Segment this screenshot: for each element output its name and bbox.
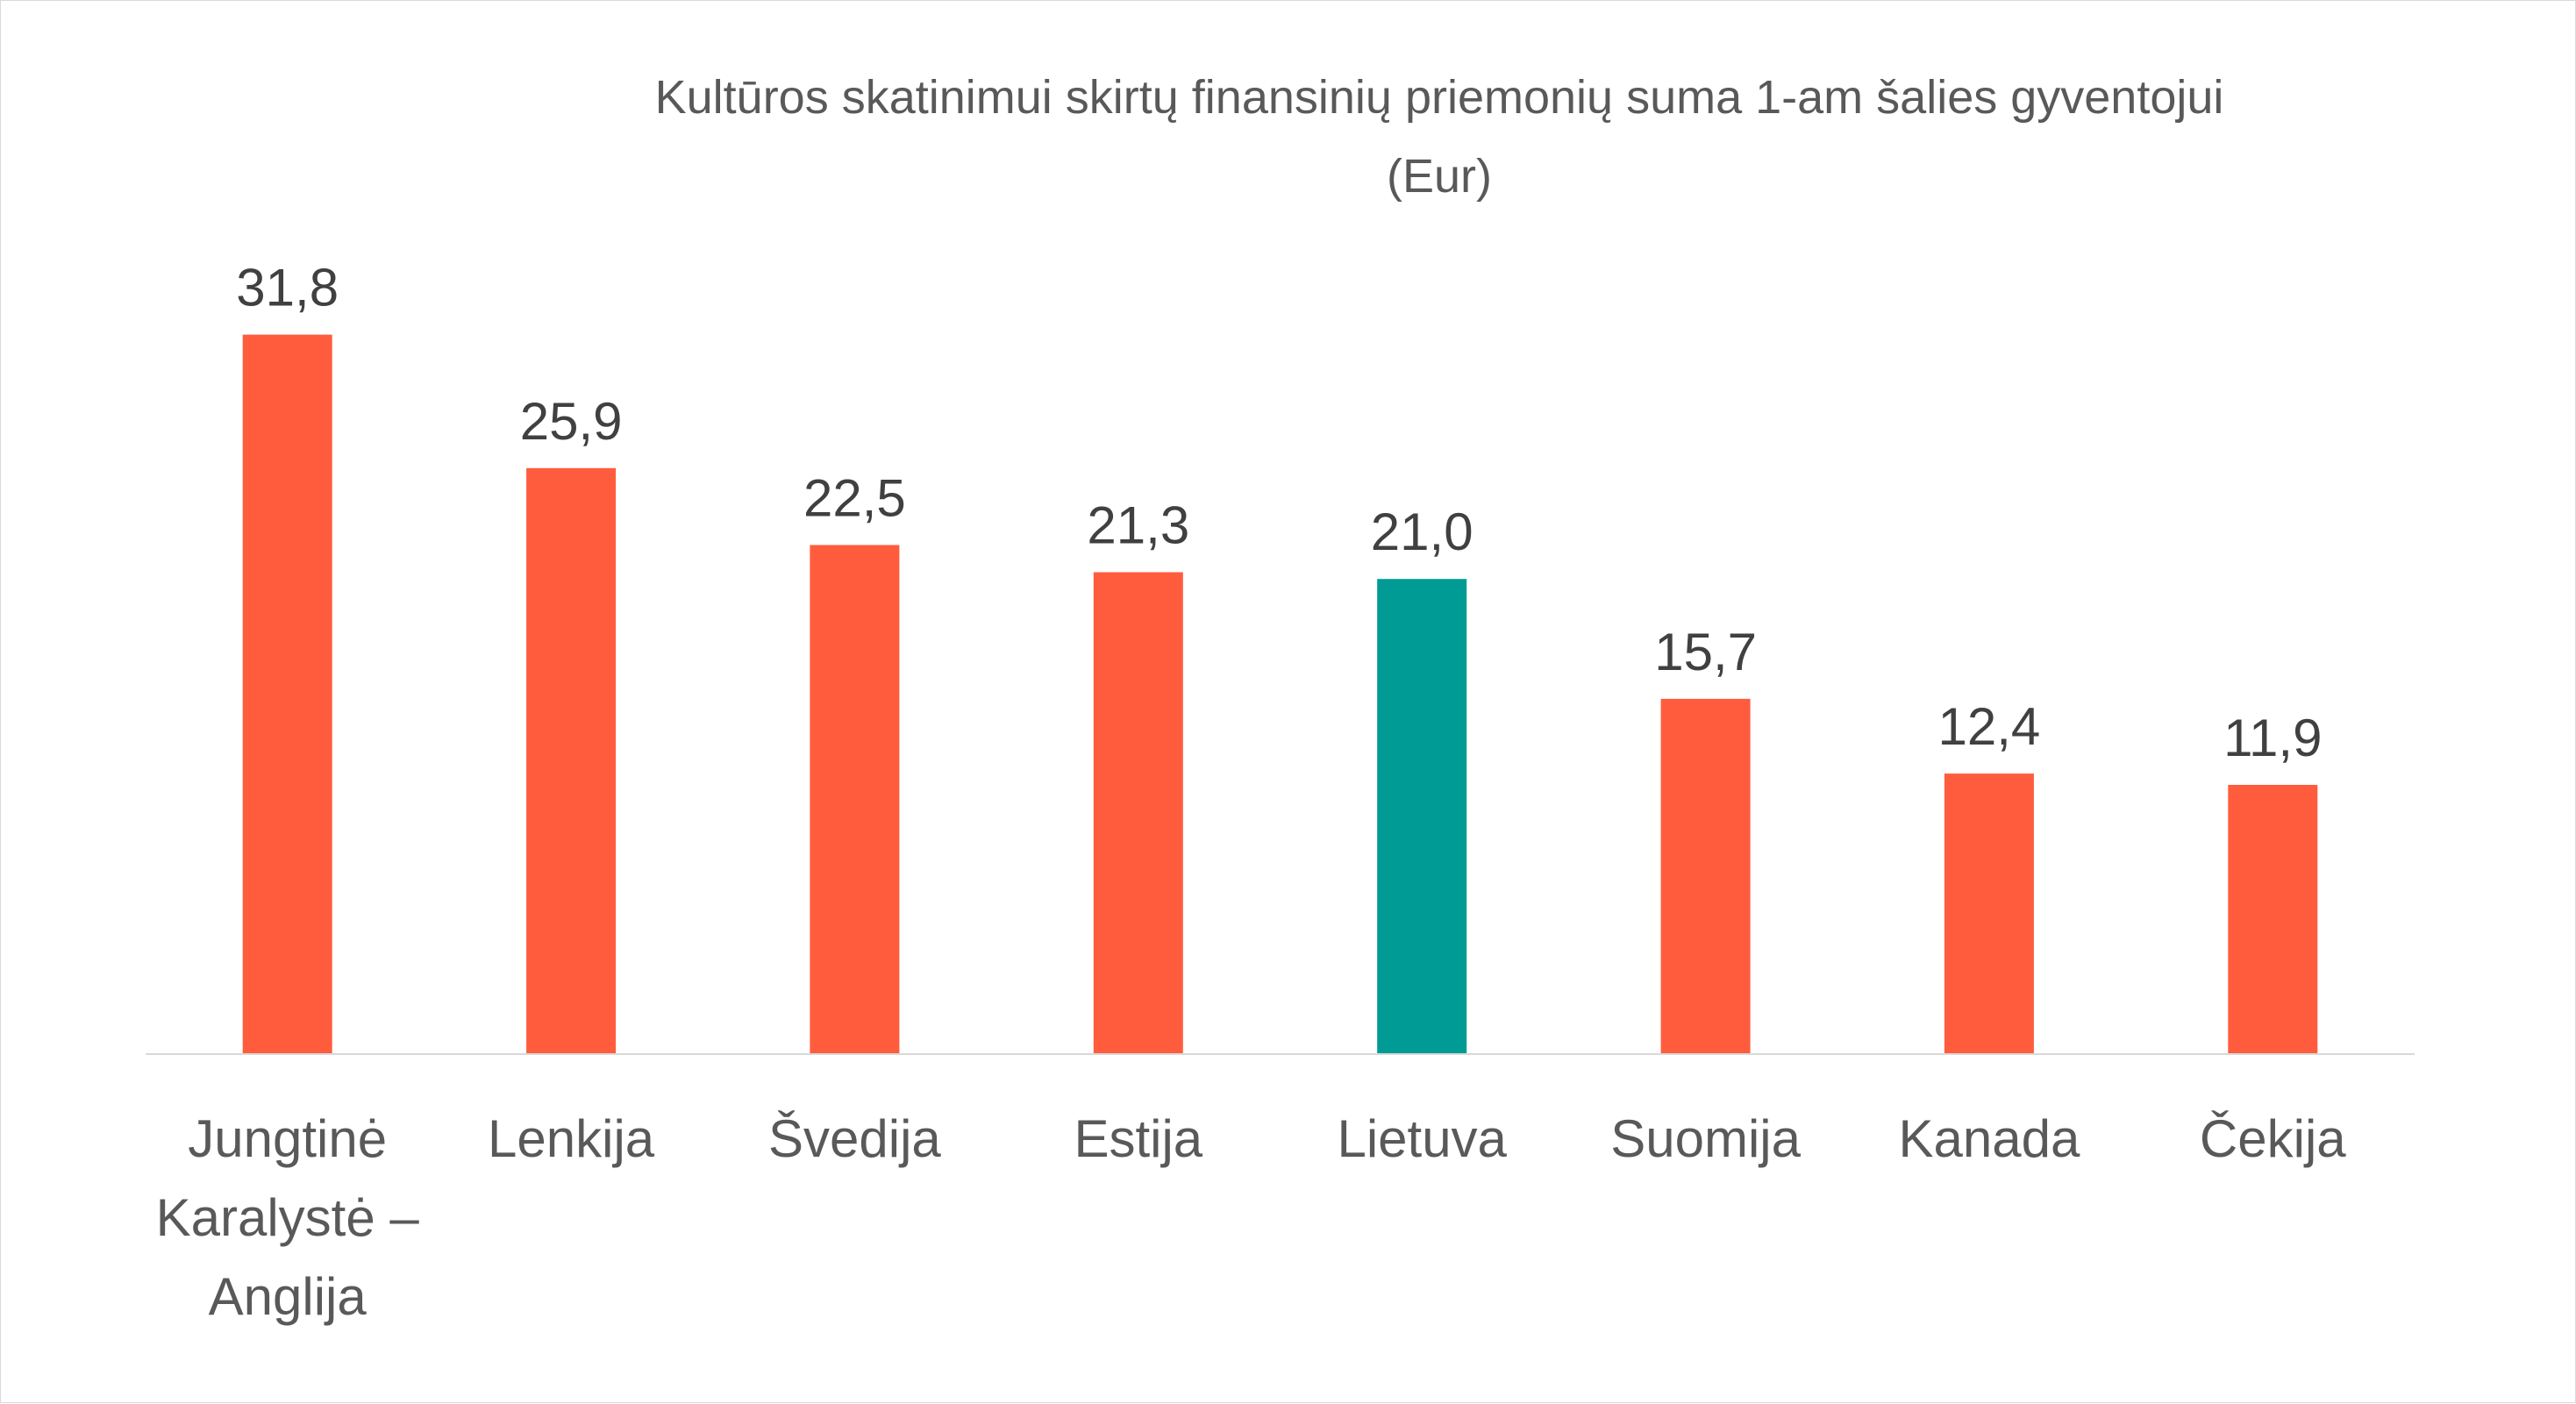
bar-7 xyxy=(2228,785,2318,1054)
category-label-line: Anglija xyxy=(209,1267,367,1326)
value-label-5: 15,7 xyxy=(1654,623,1757,681)
value-label-1: 25,9 xyxy=(520,392,623,451)
category-labels-group: Jungtinė Karalystė – Anglija Lenkija Švedija… xyxy=(156,1109,2347,1326)
value-label-7: 11,9 xyxy=(2223,709,2322,767)
bar-0 xyxy=(242,334,332,1055)
category-label-3: Estija xyxy=(1074,1109,1202,1168)
category-label-line: Švedija xyxy=(768,1109,941,1168)
bars-group xyxy=(242,334,2318,1055)
bar-2 xyxy=(810,545,900,1054)
value-labels-group: 31,8 25,9 22,5 21,3 21,0 15,7 12,4 11,9 xyxy=(236,259,2322,767)
category-label-7: Čekija xyxy=(2200,1109,2346,1168)
category-label-4: Lietuva xyxy=(1337,1109,1507,1168)
value-label-3: 21,3 xyxy=(1087,496,1189,555)
value-label-6: 12,4 xyxy=(1938,697,2041,756)
value-label-0: 31,8 xyxy=(236,259,339,317)
bar-1 xyxy=(526,467,617,1054)
category-label-2: Švedija xyxy=(768,1109,941,1168)
bar-3 xyxy=(1093,572,1183,1054)
category-label-line: Suomija xyxy=(1610,1109,1801,1168)
chart-title-line-2: (Eur) xyxy=(1387,150,1492,203)
category-label-5: Suomija xyxy=(1610,1109,1801,1168)
category-label-line: Lietuva xyxy=(1337,1109,1507,1168)
bar-6 xyxy=(1944,773,2034,1054)
category-label-line: Lenkija xyxy=(488,1109,655,1168)
category-label-0: Jungtinė Karalystė – Anglija xyxy=(156,1109,420,1326)
category-label-line: Estija xyxy=(1074,1109,1202,1168)
value-label-2: 22,5 xyxy=(803,469,906,528)
category-label-1: Lenkija xyxy=(488,1109,655,1168)
value-label-4: 21,0 xyxy=(1371,502,1474,561)
category-label-line: Jungtinė xyxy=(188,1109,387,1168)
chart-title-line-1: Kultūros skatinimui skirtų finansinių pr… xyxy=(655,71,2224,124)
bar-4 xyxy=(1377,579,1467,1054)
category-label-line: Karalystė – xyxy=(156,1188,420,1247)
category-label-6: Kanada xyxy=(1898,1109,2080,1168)
category-label-line: Kanada xyxy=(1898,1109,2080,1168)
category-label-line: Čekija xyxy=(2200,1109,2346,1168)
bar-5 xyxy=(1660,698,1751,1054)
